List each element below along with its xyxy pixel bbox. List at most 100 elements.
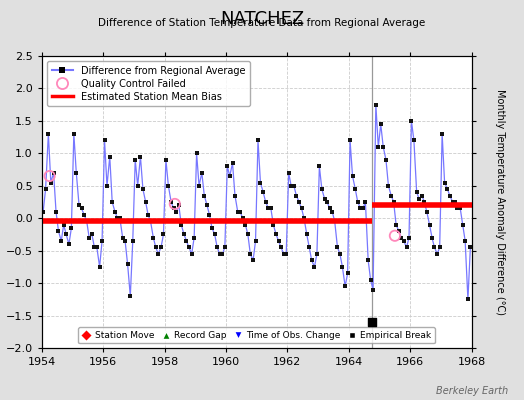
Point xyxy=(67,225,75,231)
Point xyxy=(231,192,239,199)
Point xyxy=(221,244,229,251)
Point xyxy=(292,192,301,199)
Point xyxy=(282,251,290,257)
Point xyxy=(83,218,91,225)
Point xyxy=(405,234,413,241)
Point xyxy=(234,208,242,215)
Point xyxy=(272,231,280,238)
Point xyxy=(218,251,226,257)
Point xyxy=(49,170,58,176)
Point xyxy=(392,222,400,228)
Point xyxy=(131,157,139,163)
Point xyxy=(428,234,436,241)
Point xyxy=(118,234,127,241)
Point xyxy=(93,244,101,251)
Point xyxy=(425,222,434,228)
Point xyxy=(139,186,147,192)
Point xyxy=(295,199,303,205)
Point xyxy=(318,186,326,192)
Point xyxy=(348,173,357,179)
Point xyxy=(72,170,81,176)
Point xyxy=(90,244,99,251)
Point xyxy=(351,186,359,192)
Point xyxy=(44,131,52,137)
Point xyxy=(123,260,132,267)
Point xyxy=(244,231,252,238)
Point xyxy=(41,186,50,192)
Point xyxy=(269,222,278,228)
Point xyxy=(57,238,66,244)
Point xyxy=(310,264,319,270)
Point xyxy=(103,182,111,189)
Point xyxy=(46,173,54,179)
Point xyxy=(180,231,188,238)
Point xyxy=(195,182,203,189)
Point xyxy=(111,208,119,215)
Point xyxy=(126,293,135,299)
Point xyxy=(328,208,336,215)
Point xyxy=(415,196,423,202)
Point xyxy=(387,192,396,199)
Point xyxy=(430,244,439,251)
Legend: Station Move, Record Gap, Time of Obs. Change, Empirical Break: Station Move, Record Gap, Time of Obs. C… xyxy=(78,327,435,344)
Point xyxy=(205,212,214,218)
Point xyxy=(105,153,114,160)
Point xyxy=(331,218,339,225)
Point xyxy=(464,296,472,302)
Point xyxy=(343,270,352,276)
Point xyxy=(85,234,93,241)
Point xyxy=(366,277,375,283)
Point xyxy=(188,251,196,257)
Point xyxy=(410,137,418,144)
Point xyxy=(298,205,306,212)
Point xyxy=(422,208,431,215)
Point xyxy=(228,160,237,166)
Point xyxy=(323,199,331,205)
Point xyxy=(461,238,470,244)
Point xyxy=(146,218,155,225)
Point xyxy=(325,205,334,212)
Point xyxy=(70,131,78,137)
Point xyxy=(308,257,316,264)
Point xyxy=(453,205,462,212)
Point xyxy=(412,189,421,196)
Point xyxy=(466,244,475,251)
Point xyxy=(252,238,260,244)
Point xyxy=(134,182,142,189)
Point xyxy=(78,205,86,212)
Point xyxy=(162,157,170,163)
Point xyxy=(200,192,209,199)
Point xyxy=(354,199,362,205)
Point xyxy=(287,182,296,189)
Point xyxy=(128,238,137,244)
Point xyxy=(208,225,216,231)
Point xyxy=(315,163,323,170)
Point xyxy=(88,231,96,238)
Point xyxy=(389,199,398,205)
Point xyxy=(359,205,367,212)
Point xyxy=(302,231,311,238)
Point xyxy=(368,319,376,325)
Point xyxy=(149,234,158,241)
Point xyxy=(379,144,387,150)
Point xyxy=(211,231,219,238)
Point xyxy=(54,228,63,234)
Point xyxy=(65,241,73,247)
Point xyxy=(177,222,185,228)
Point xyxy=(121,238,129,244)
Point xyxy=(395,228,403,234)
Point xyxy=(275,238,283,244)
Point xyxy=(246,251,255,257)
Point xyxy=(113,215,122,222)
Point xyxy=(60,222,68,228)
Point xyxy=(264,205,272,212)
Y-axis label: Monthly Temperature Anomaly Difference (°C): Monthly Temperature Anomaly Difference (… xyxy=(495,89,505,315)
Point xyxy=(108,199,116,205)
Point xyxy=(391,232,399,239)
Point xyxy=(397,234,406,241)
Point xyxy=(277,244,285,251)
Point xyxy=(151,244,160,251)
Point xyxy=(144,212,152,218)
Point xyxy=(435,244,444,251)
Point xyxy=(336,251,344,257)
